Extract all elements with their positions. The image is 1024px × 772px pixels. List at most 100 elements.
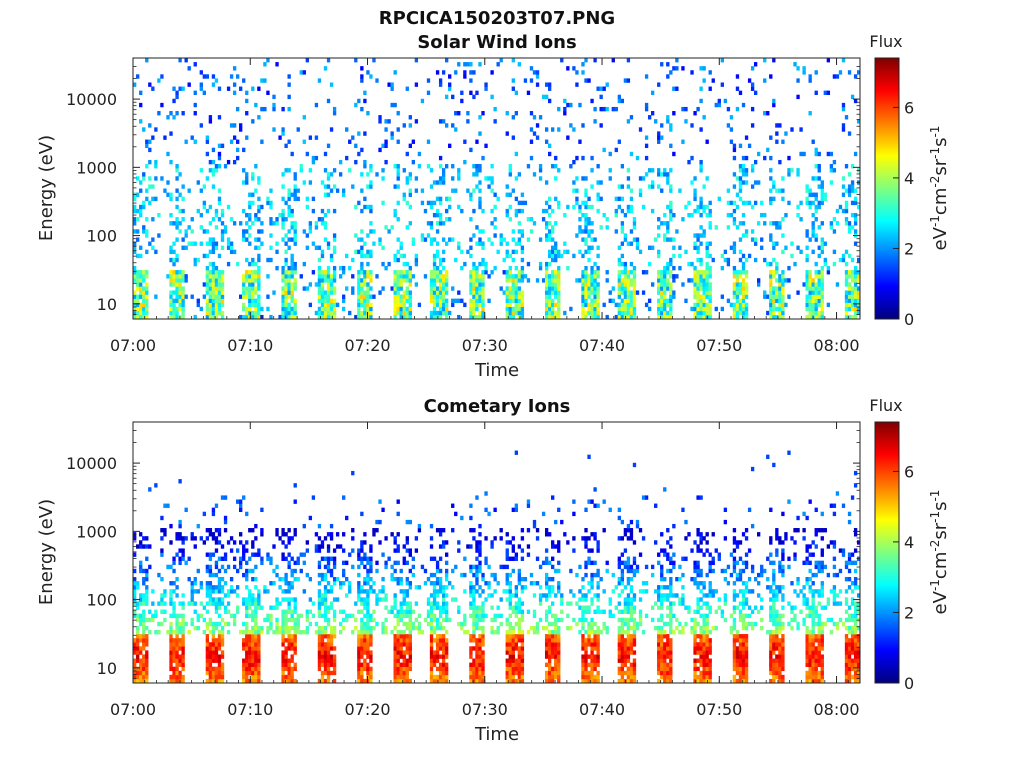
heatmap-cell: [294, 638, 297, 642]
heatmap-cell: [433, 180, 436, 184]
heatmap-cell: [254, 213, 257, 217]
heatmap-cell: [169, 638, 172, 642]
heatmap-cell: [397, 544, 400, 548]
heatmap-cell: [627, 278, 630, 282]
heatmap-cell: [300, 274, 303, 278]
heatmap-cell: [254, 524, 257, 528]
heatmap-cell: [563, 213, 566, 217]
heatmap-cell: [448, 217, 451, 221]
heatmap-cell: [257, 663, 260, 667]
heatmap-cell: [327, 266, 330, 270]
heatmap-cell: [251, 286, 254, 290]
heatmap-cell: [448, 74, 451, 78]
heatmap-cell: [521, 229, 524, 233]
heatmap-cell: [175, 642, 178, 646]
heatmap-cell: [481, 663, 484, 667]
heatmap-cell: [318, 659, 321, 663]
heatmap-cell: [566, 103, 569, 107]
heatmap-cell: [624, 262, 627, 266]
heatmap-cell: [245, 626, 248, 630]
heatmap-cell: [693, 303, 696, 307]
heatmap-cell: [497, 614, 500, 618]
heatmap-cell: [324, 225, 327, 229]
heatmap-cell: [442, 528, 445, 532]
heatmap-cell: [309, 180, 312, 184]
heatmap-cell: [436, 303, 439, 307]
heatmap-cell: [699, 282, 702, 286]
heatmap-cell: [469, 70, 472, 74]
heatmap-cell: [527, 237, 530, 241]
heatmap-cell: [521, 266, 524, 270]
heatmap-cell: [481, 573, 484, 577]
heatmap-cell: [212, 532, 215, 536]
heatmap-cell: [360, 646, 363, 650]
heatmap-cell: [284, 597, 287, 601]
heatmap-cell: [621, 221, 624, 225]
heatmap-cell: [475, 573, 478, 577]
heatmap-cell: [139, 618, 142, 622]
heatmap-cell: [369, 250, 372, 254]
heatmap-cell: [284, 282, 287, 286]
heatmap-cell: [400, 282, 403, 286]
heatmap-cell: [372, 229, 375, 233]
heatmap-cell: [481, 311, 484, 315]
heatmap-cell: [215, 638, 218, 642]
heatmap-cell: [169, 299, 172, 303]
heatmap-cell: [781, 270, 784, 274]
heatmap-cell: [218, 659, 221, 663]
heatmap-cell: [200, 614, 203, 618]
heatmap-cell: [442, 274, 445, 278]
heatmap-cell: [303, 229, 306, 233]
heatmap-cell: [390, 577, 393, 581]
x-tick-label: 08:00: [813, 336, 859, 355]
heatmap-cell: [284, 630, 287, 634]
heatmap-cell: [509, 589, 512, 593]
heatmap-cell: [624, 213, 627, 217]
heatmap-cell: [469, 504, 472, 508]
heatmap-cell: [394, 650, 397, 654]
heatmap-cell: [481, 630, 484, 634]
heatmap-cell: [318, 266, 321, 270]
heatmap-cell: [397, 671, 400, 675]
heatmap-cell: [506, 581, 509, 585]
heatmap-cell: [409, 266, 412, 270]
heatmap-cell: [796, 66, 799, 70]
heatmap-cell: [521, 193, 524, 197]
heatmap-cell: [469, 197, 472, 201]
heatmap-cell: [236, 74, 239, 78]
heatmap-cell: [584, 221, 587, 225]
heatmap-cell: [266, 295, 269, 299]
heatmap-cell: [515, 307, 518, 311]
heatmap-cell: [478, 262, 481, 266]
heatmap-cell: [242, 622, 245, 626]
heatmap-cell: [284, 290, 287, 294]
heatmap-cell: [684, 250, 687, 254]
heatmap-cell: [354, 58, 357, 62]
heatmap-cell: [287, 189, 290, 193]
heatmap-cell: [475, 548, 478, 552]
heatmap-cell: [218, 197, 221, 201]
heatmap-cell: [784, 213, 787, 217]
heatmap-cell: [718, 197, 721, 201]
heatmap-cell: [145, 569, 148, 573]
heatmap-cell: [212, 303, 215, 307]
heatmap-cell: [212, 642, 215, 646]
heatmap-cell: [606, 82, 609, 86]
heatmap-cell: [490, 593, 493, 597]
heatmap-cell: [357, 573, 360, 577]
heatmap-cell: [618, 95, 621, 99]
heatmap-cell: [324, 589, 327, 593]
heatmap-cell: [451, 189, 454, 193]
heatmap-cell: [139, 646, 142, 650]
heatmap-cell: [363, 160, 366, 164]
heatmap-cell: [575, 189, 578, 193]
heatmap-cell: [457, 606, 460, 610]
heatmap-cell: [769, 189, 772, 193]
heatmap-cell: [406, 659, 409, 663]
heatmap-cell: [188, 601, 191, 605]
heatmap-cell: [330, 626, 333, 630]
heatmap-cell: [842, 123, 845, 127]
heatmap-cell: [251, 663, 254, 667]
heatmap-cell: [375, 528, 378, 532]
y-tick-label: 1000: [76, 158, 117, 177]
